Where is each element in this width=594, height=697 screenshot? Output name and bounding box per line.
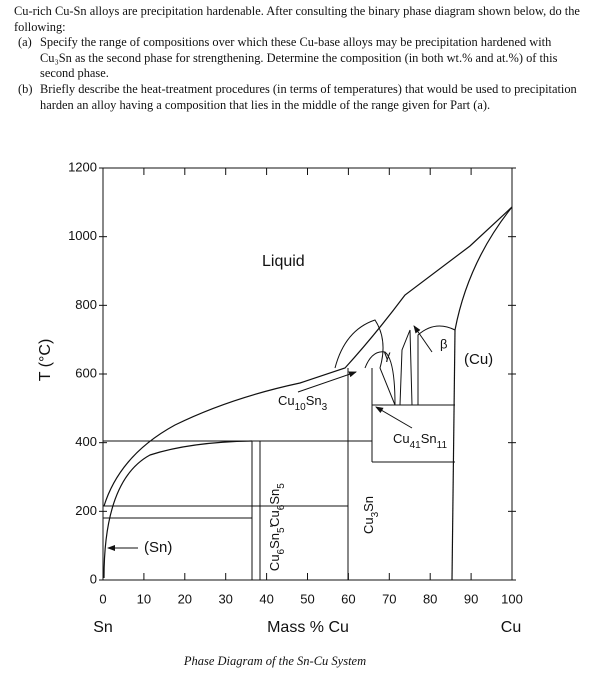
phase-label-part: 3	[322, 402, 328, 413]
phase-label-part: 10	[295, 402, 307, 413]
region-label: γ	[384, 347, 391, 362]
y-tick-label: 800	[75, 297, 97, 312]
y-tick-label: 0	[90, 571, 97, 586]
phase-label-part: 6	[276, 548, 287, 554]
phase-label-part: Cu	[393, 431, 410, 446]
part-text: Briefly describe the heat-treatment proc…	[40, 81, 577, 112]
intro: Cu-rich Cu-Sn alloys are precipitation h…	[14, 4, 580, 34]
region-label: Liquid	[262, 253, 305, 270]
y-tick-label: 1200	[68, 159, 97, 174]
phase-label-part: Cu	[361, 517, 376, 534]
x-tick-label: 40	[259, 591, 273, 606]
x-end-label: Cu	[501, 619, 521, 636]
y-tick-label: 200	[75, 503, 97, 518]
phase-label-part: Sn	[306, 393, 322, 408]
x-tick-label: 100	[501, 591, 523, 606]
x-tick-label: 20	[178, 591, 192, 606]
part: (a) Specify the range of compositions ove…	[14, 35, 580, 82]
arrows	[107, 325, 433, 551]
phase-label-part: 11	[437, 440, 448, 451]
phase-label-part: 41	[410, 440, 422, 451]
phase-boundaries	[103, 206, 513, 581]
caption: Phase Diagram of the Sn-Cu System	[183, 654, 366, 668]
x-tick-label: 0	[99, 591, 106, 606]
part-label: (b)	[18, 81, 33, 96]
y-axis-label: T (°C)	[37, 339, 54, 382]
region-label: (Cu)	[464, 351, 493, 368]
phase-label: Cu3Sn	[361, 496, 381, 534]
x-tick-label: 50	[300, 591, 314, 606]
part-label: (a)	[18, 35, 32, 50]
y-tick-label: 1000	[68, 228, 97, 243]
phase-label: Cu41Sn11	[393, 431, 447, 451]
phase-label-part: 3	[370, 511, 381, 517]
part: (b) Briefly describe the heat-treatment p…	[14, 82, 580, 113]
phase-label-part: Sn	[267, 533, 282, 549]
phase-label-part: Sn	[361, 496, 376, 512]
phase-label-part: Cu	[267, 510, 282, 527]
phase-label: Cu6Sn5	[267, 483, 287, 527]
y-tick-label: 400	[75, 434, 97, 449]
region-label: (Sn)	[144, 539, 172, 556]
x-tick-label: 90	[464, 591, 478, 606]
phase-label-part: 6	[276, 504, 287, 510]
phase-label-part: Sn	[267, 489, 282, 505]
x-end-label: Sn	[93, 619, 113, 636]
x-tick-label: 70	[382, 591, 396, 606]
part-text: Specify the range of compositions over w…	[40, 35, 558, 81]
x-tick-label: 30	[218, 591, 232, 606]
x-tick-label: 80	[423, 591, 437, 606]
problem: Cu-rich Cu-Sn alloys are precipitation h…	[14, 4, 580, 113]
phase-label-part: 5	[276, 483, 287, 489]
phase-label: Cu10Sn3	[278, 393, 328, 413]
phase-label-part: 5	[276, 527, 287, 533]
region-label: β	[440, 336, 447, 351]
y-tick-label: 600	[75, 365, 97, 380]
phase-label-part: Cu	[267, 554, 282, 571]
x-tick-label: 60	[341, 591, 355, 606]
phase-label: Cu6Sn5'	[267, 525, 287, 571]
x-axis-label: Mass % Cu	[267, 619, 349, 636]
phase-label-part: Sn	[421, 431, 437, 446]
phase-label-part: Cu	[278, 393, 295, 408]
phase-label-part: '	[267, 525, 282, 527]
x-tick-label: 10	[137, 591, 151, 606]
